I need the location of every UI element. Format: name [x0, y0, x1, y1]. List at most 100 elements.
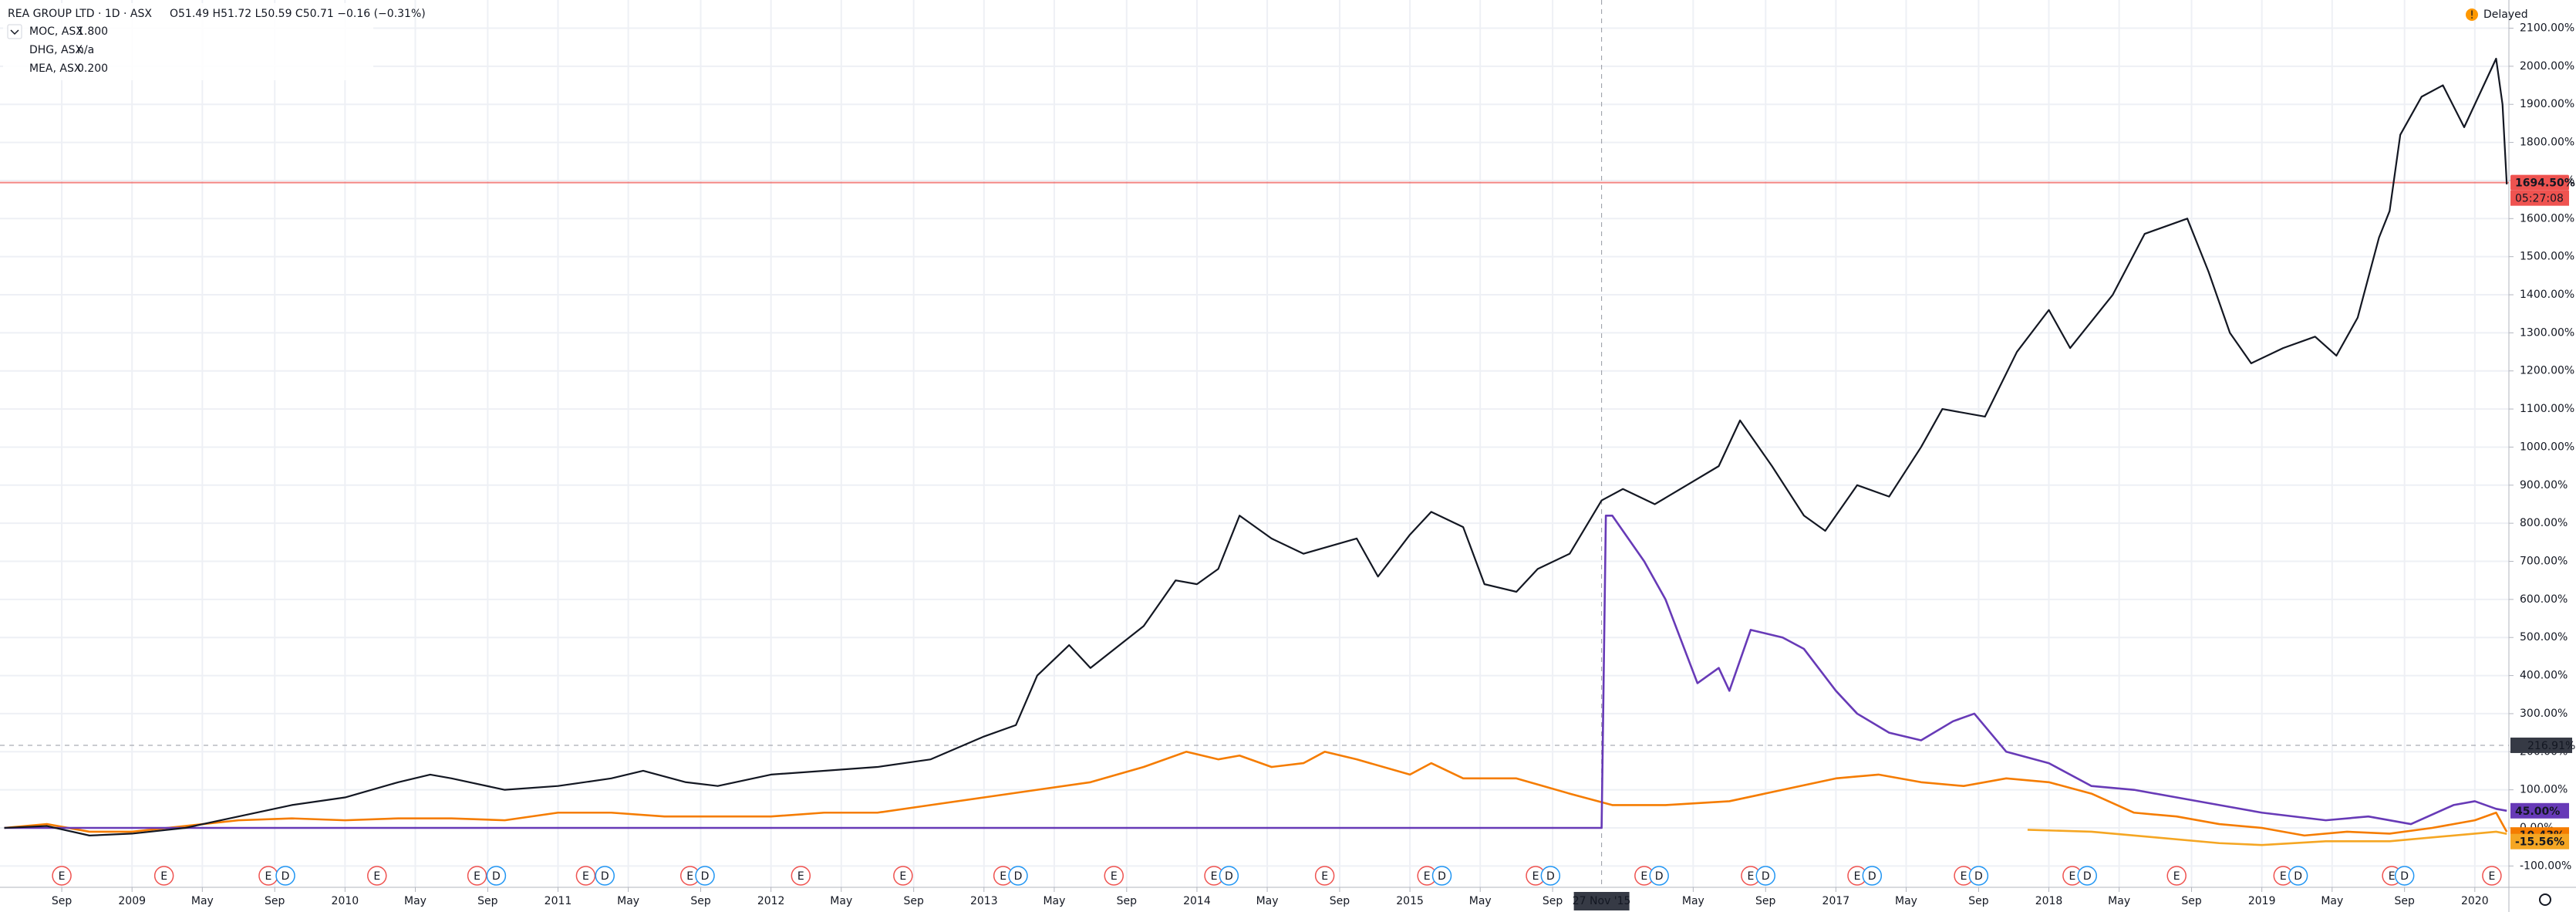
event-marker — [2394, 866, 2415, 886]
event-label: D — [1014, 870, 1023, 883]
event-label: E — [373, 870, 380, 883]
y-tick-label: 800.00% — [2520, 517, 2568, 529]
event-label: D — [1868, 870, 1876, 883]
legend-name: MEA, ASX — [29, 62, 82, 75]
crosshair-x-tag — [1573, 892, 1630, 910]
event-marker — [2166, 866, 2187, 886]
y-tick-label: 700.00% — [2520, 556, 2568, 568]
event-label: D — [1438, 870, 1446, 883]
legend-name: MOC, ASX — [29, 25, 83, 38]
x-tick-label: May — [1256, 895, 1279, 907]
event-marker — [2288, 866, 2308, 886]
crosshair-tag — [2510, 737, 2572, 753]
x-tick-label: Sep — [690, 895, 711, 907]
x-tick-label: Sep — [1117, 895, 1138, 907]
y-tick-label: 1300.00% — [2520, 326, 2574, 339]
x-tick-label: 2012 — [757, 895, 785, 907]
event-label: E — [1961, 870, 1967, 883]
y-tick-label: 2000.00% — [2520, 60, 2574, 73]
event-label: E — [2280, 870, 2287, 883]
event-marker — [1104, 866, 1124, 886]
event-label: E — [1000, 870, 1006, 883]
x-tick-label: 2015 — [1396, 895, 1424, 907]
y-tick-label: 300.00% — [2520, 708, 2568, 720]
event-marker — [2482, 866, 2502, 886]
x-tick-label: May — [2321, 895, 2343, 907]
event-label: E — [2173, 870, 2180, 883]
event-label: E — [1532, 870, 1539, 883]
event-label: D — [1655, 870, 1664, 883]
x-tick-label: Sep — [1330, 895, 1350, 907]
event-label: D — [701, 870, 710, 883]
series-line — [4, 514, 2507, 829]
series-line — [2027, 829, 2507, 846]
event-label: D — [1546, 870, 1555, 883]
x-tick-label: May — [617, 895, 639, 907]
event-marker — [1219, 866, 1239, 886]
x-tick-label: Sep — [2181, 895, 2202, 907]
settings-icon — [2539, 893, 2551, 906]
event-marker — [575, 866, 596, 886]
crosshair-x-label: 27 Nov '15 — [1573, 895, 1631, 907]
x-tick-label: Sep — [265, 895, 285, 907]
event-marker — [367, 866, 387, 886]
event-label: D — [2294, 870, 2302, 883]
x-tick-label: May — [1469, 895, 1492, 907]
event-label: E — [1424, 870, 1431, 883]
event-label: E — [686, 870, 693, 883]
y-tick-label: -100.00% — [2520, 860, 2571, 872]
status-icon — [2466, 8, 2478, 21]
price-tag — [2510, 802, 2569, 819]
x-tick-label: May — [1043, 895, 1065, 907]
legend-value: 0.200 — [77, 62, 108, 75]
event-marker — [153, 866, 174, 886]
event-label: E — [1747, 870, 1754, 883]
x-tick-label: Sep — [477, 895, 498, 907]
y-tick-label: 1800.00% — [2520, 137, 2574, 149]
x-tick-label: May — [2108, 895, 2130, 907]
price-tag — [2510, 833, 2569, 850]
y-tick-label: 1500.00% — [2520, 251, 2574, 263]
y-tick-label: 2100.00% — [2520, 22, 2574, 35]
series-line — [4, 57, 2508, 836]
event-label: E — [265, 870, 272, 883]
event-marker — [2077, 866, 2097, 886]
y-tick-label: 1400.00% — [2520, 289, 2574, 301]
collapse-button — [7, 24, 22, 39]
x-tick-label: 2013 — [970, 895, 998, 907]
event-marker — [1431, 866, 1452, 886]
event-label: D — [1974, 870, 1983, 883]
x-tick-label: 2017 — [1822, 895, 1850, 907]
event-label: D — [2400, 870, 2409, 883]
crosshair-tag-label: 216.91% — [2527, 740, 2575, 752]
x-tick-label: 2018 — [2035, 895, 2063, 907]
price-tag — [2510, 174, 2569, 191]
event-label: E — [899, 870, 906, 883]
status: Delayed — [2483, 8, 2528, 21]
y-tick-label: 500.00% — [2520, 631, 2568, 643]
event-label: E — [474, 870, 480, 883]
x-tick-label: Sep — [52, 895, 72, 907]
y-tick-label: 1000.00% — [2520, 441, 2574, 453]
event-marker — [893, 866, 913, 886]
event-label: E — [797, 870, 804, 883]
y-tick-label: 400.00% — [2520, 670, 2568, 682]
x-tick-label: 2019 — [2248, 895, 2276, 907]
event-label: E — [2389, 870, 2396, 883]
x-tick-label: 2010 — [332, 895, 359, 907]
legend-value: n/a — [77, 44, 94, 56]
x-tick-label: 2020 — [2461, 895, 2489, 907]
event-marker — [52, 866, 72, 886]
x-tick-label: 2009 — [118, 895, 146, 907]
event-marker — [1540, 866, 1561, 886]
event-marker — [595, 866, 615, 886]
event-marker — [275, 866, 295, 886]
event-label: D — [492, 870, 501, 883]
legend-name: DHG, ASX — [29, 44, 83, 56]
event-label: E — [1111, 870, 1118, 883]
legend-bg — [3, 3, 373, 80]
event-label: D — [2083, 870, 2092, 883]
event-label: E — [2488, 870, 2495, 883]
